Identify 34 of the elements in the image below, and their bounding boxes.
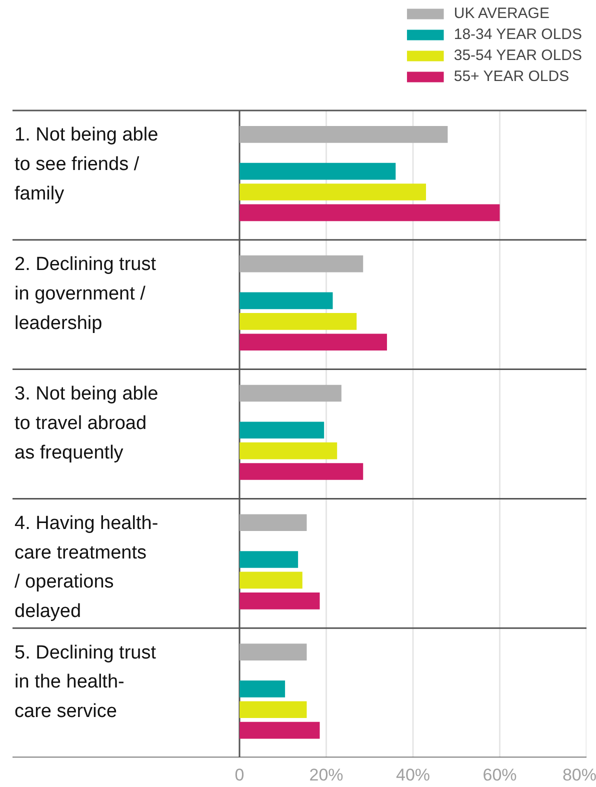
legend-label: 18-34 YEAR OLDS <box>454 25 582 43</box>
bar <box>240 313 357 330</box>
bar <box>240 514 307 532</box>
x-tick-label: 20% <box>309 766 344 784</box>
bar <box>240 184 426 200</box>
y-tick-label: 5. Declining trust in the health-care service <box>14 642 157 722</box>
bar <box>240 551 298 568</box>
y-tick-label: 3. Not being able to travel abroad as frequently <box>14 384 158 464</box>
bar <box>240 592 320 610</box>
bar <box>240 680 286 698</box>
y-tick-label: 4. Having health-care treatments / operations delayed <box>14 512 158 622</box>
bar <box>240 442 338 460</box>
legend-label: 55+ YEAR OLDS <box>454 67 570 85</box>
bar <box>240 162 396 180</box>
x-tick-label: 0 <box>234 766 244 784</box>
y-tick-label: 2. Declining trust in government / leadership <box>14 254 157 334</box>
x-tick-label: 80% <box>562 766 596 784</box>
bar <box>240 572 302 589</box>
bar <box>240 292 333 310</box>
bar <box>240 334 387 351</box>
x-tick-label: 60% <box>482 766 517 784</box>
bar <box>240 722 320 739</box>
legend-label: UK AVERAGE <box>454 4 550 22</box>
bar <box>240 644 307 660</box>
bar <box>240 255 364 272</box>
bar <box>240 701 307 718</box>
legend-label: 35-54 YEAR OLDS <box>454 46 582 64</box>
bar <box>240 126 448 143</box>
bar <box>240 463 364 480</box>
x-tick-label: 40% <box>396 766 430 784</box>
bar <box>240 204 500 222</box>
bar <box>240 422 324 439</box>
y-tick-label: 1. Not being able to see friends / family <box>14 124 158 205</box>
bar <box>240 384 342 402</box>
